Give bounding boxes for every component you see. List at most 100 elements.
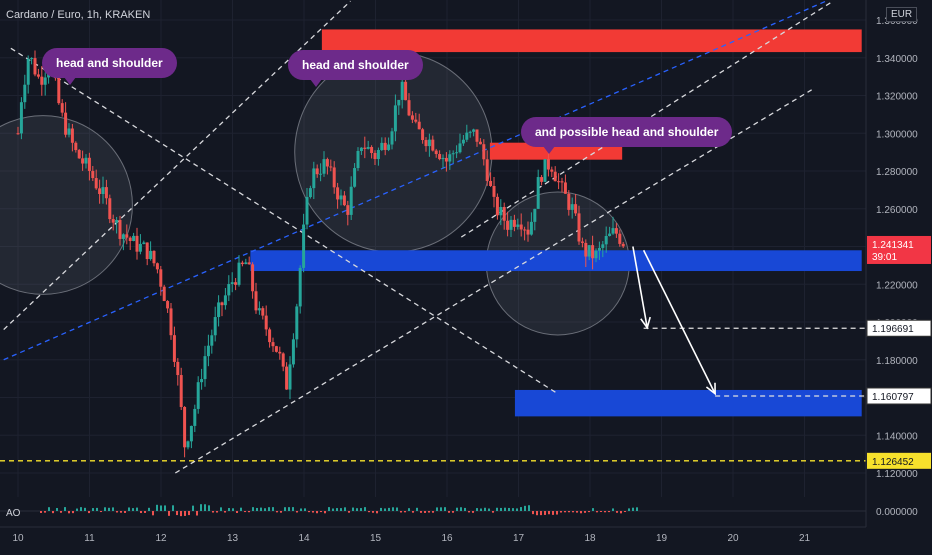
ao-bar [296,511,298,513]
ao-bar [544,511,546,515]
ao-bar [264,508,266,511]
candle-body [220,302,224,306]
ao-bar [628,508,630,511]
ao-bar [612,508,614,511]
ao-bar [616,511,618,513]
ao-bar [68,511,70,514]
candle-body [332,167,336,188]
currency-label[interactable]: EUR [886,7,918,22]
ao-bar [476,508,478,511]
candle-body [319,173,323,175]
candle-body [608,233,612,236]
ao-bar [308,511,310,513]
candle-body [142,242,146,244]
candle-body [363,147,367,149]
ao-bar [448,511,450,513]
projection-arrow-1 [632,246,648,328]
ao-bar [220,507,222,511]
x-tick-label: 16 [441,533,453,544]
ao-bar [396,507,398,511]
candle-body [519,224,523,230]
ao-bar [248,511,250,513]
candle-body [132,235,136,241]
ao-bar [216,511,218,513]
ao-bar [440,507,442,511]
ao-bar [416,507,418,511]
ao-bar [280,511,282,513]
x-tick-label: 12 [155,533,167,544]
candle-body [210,335,214,346]
candle-body [271,342,275,347]
projection-arrow-2 [642,249,716,395]
candle-body [516,224,520,227]
ao-bar [388,507,390,511]
candle-body [261,308,265,316]
candle-body [183,406,187,448]
ao-bar [488,508,490,511]
candle-body [322,159,326,174]
candle-body [285,366,289,390]
candle-body [128,237,132,241]
candle-body [499,206,503,216]
candle-body [397,99,401,106]
ao-bar [384,508,386,511]
candle-body [234,282,238,285]
candle-body [308,188,312,198]
ao-bar [228,508,230,511]
ao-bar [596,511,598,513]
y-tick-label: 1.220000 [876,280,918,291]
candle-body [213,317,217,336]
ao-bar [436,507,438,511]
candle-body [206,345,210,357]
ao-bar [508,507,510,511]
candle-body [502,206,506,221]
candle-body [427,139,431,147]
ao-bar [492,511,494,513]
candle-body [434,150,438,155]
ao-bar [256,507,258,511]
candle-body [305,197,309,225]
candle-body [336,187,340,200]
x-tick-label: 21 [799,533,811,544]
ao-bar [176,511,178,516]
ao-bar [344,507,346,511]
candle-body [421,129,425,141]
candle-body [247,262,251,265]
ao-bar [340,508,342,511]
candle-body [135,235,139,252]
horizontal-levels [0,327,866,462]
candle-body [618,233,622,244]
x-tick-label: 14 [298,533,310,544]
ao-bar [600,511,602,513]
ao-bar [112,507,114,511]
candle-body [557,181,561,183]
candle-body [431,139,435,151]
hs-label-1: head and shoulder [42,48,177,85]
ao-bar [412,511,414,513]
candle-body [604,235,608,245]
ao-bar [108,507,110,511]
ao-bar [56,508,58,511]
ao-bar [360,508,362,511]
candle-body [264,315,268,330]
ao-bar [428,511,430,513]
candle-body [451,153,455,155]
candle-body [200,379,204,383]
ao-bar [268,507,270,511]
candle-body [196,382,200,409]
y-tick-label: 1.340000 [876,54,918,65]
ao-bar [212,511,214,513]
candle-body [203,356,207,380]
target2-tag: 1.160797 [872,392,914,403]
ao-bar [364,507,366,511]
candle-body [176,361,180,376]
candle-body [312,168,316,189]
candle-body [193,408,197,426]
ao-bar [540,511,542,516]
ao-bar [200,504,202,511]
candle-body [478,141,482,145]
candle-body [563,182,567,194]
candle-body [230,282,234,285]
